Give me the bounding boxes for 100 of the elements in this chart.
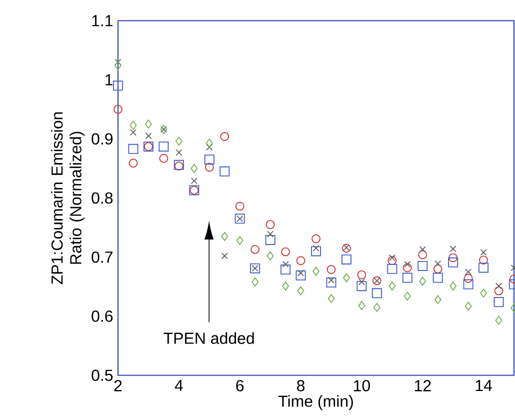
x-tick-label: 2 bbox=[114, 380, 122, 392]
point bbox=[356, 281, 367, 292]
point bbox=[190, 164, 198, 173]
point bbox=[341, 254, 352, 264]
point bbox=[372, 288, 382, 298]
point bbox=[204, 162, 214, 172]
point bbox=[434, 260, 442, 267]
point bbox=[448, 253, 458, 262]
point bbox=[465, 268, 472, 276]
point bbox=[297, 286, 304, 296]
point bbox=[388, 282, 396, 291]
point bbox=[220, 132, 230, 141]
x-tick-label: 10 bbox=[354, 380, 370, 392]
point bbox=[402, 263, 412, 272]
point bbox=[312, 266, 320, 276]
point bbox=[206, 138, 213, 148]
point bbox=[463, 279, 474, 290]
point bbox=[388, 256, 397, 266]
point bbox=[282, 260, 289, 268]
point bbox=[432, 272, 443, 283]
point bbox=[495, 282, 502, 290]
point bbox=[434, 295, 442, 304]
point bbox=[326, 265, 336, 274]
point bbox=[464, 302, 472, 311]
point bbox=[296, 270, 306, 280]
point bbox=[114, 104, 122, 114]
point bbox=[175, 136, 182, 146]
point bbox=[265, 234, 276, 245]
point bbox=[448, 257, 458, 268]
point bbox=[113, 80, 124, 91]
point bbox=[297, 270, 304, 276]
point bbox=[266, 251, 274, 260]
point bbox=[312, 244, 320, 252]
point bbox=[221, 232, 228, 241]
point bbox=[418, 250, 428, 260]
point bbox=[494, 286, 504, 296]
point bbox=[282, 282, 290, 291]
x-tick-label: 4 bbox=[174, 380, 183, 392]
x-tick-label: 12 bbox=[414, 380, 431, 392]
point bbox=[128, 144, 138, 154]
point bbox=[159, 154, 168, 163]
point bbox=[190, 178, 198, 184]
point bbox=[402, 272, 412, 283]
point bbox=[480, 249, 487, 256]
point bbox=[404, 260, 411, 268]
point bbox=[176, 149, 182, 156]
point bbox=[433, 264, 442, 274]
point bbox=[328, 276, 335, 284]
point bbox=[158, 142, 169, 152]
y-tick-label: 1.1 bbox=[92, 15, 113, 26]
point bbox=[357, 270, 366, 280]
point bbox=[478, 262, 489, 273]
point bbox=[267, 230, 274, 238]
point bbox=[464, 274, 473, 283]
point bbox=[419, 276, 426, 286]
point bbox=[145, 132, 152, 140]
point bbox=[328, 294, 335, 303]
y-tick-label: 0.9 bbox=[92, 133, 113, 145]
y-tick-label: 0.6 bbox=[92, 310, 113, 322]
y-tick-label: 0.5 bbox=[92, 370, 113, 381]
point bbox=[235, 202, 244, 211]
point bbox=[130, 129, 137, 136]
point bbox=[236, 236, 244, 246]
point bbox=[266, 220, 275, 230]
point bbox=[280, 264, 291, 275]
point bbox=[450, 246, 456, 252]
point bbox=[480, 288, 487, 298]
y-axis-title: ZP1:Coumarin Emission Ratio (Normalized) bbox=[51, 112, 85, 284]
point bbox=[310, 246, 321, 256]
point bbox=[479, 256, 488, 265]
point bbox=[495, 316, 502, 325]
point bbox=[450, 282, 457, 291]
point bbox=[281, 247, 290, 256]
point bbox=[128, 158, 138, 168]
point bbox=[326, 278, 336, 288]
point bbox=[144, 120, 152, 129]
point bbox=[342, 273, 350, 282]
x-tick-label: 8 bbox=[297, 380, 305, 392]
y-tick-label: 0.7 bbox=[92, 251, 112, 263]
point bbox=[312, 234, 320, 244]
x-tick-label: 6 bbox=[236, 380, 244, 392]
point bbox=[388, 254, 396, 261]
point bbox=[404, 292, 411, 301]
point bbox=[250, 244, 260, 254]
point bbox=[418, 260, 428, 271]
point bbox=[419, 246, 426, 253]
x-tick-label: 14 bbox=[476, 380, 492, 392]
point bbox=[220, 166, 230, 176]
point bbox=[252, 277, 259, 286]
point bbox=[296, 256, 306, 266]
y-tick-label: 1 bbox=[106, 74, 113, 86]
point bbox=[114, 58, 122, 66]
point bbox=[130, 120, 137, 130]
point bbox=[358, 301, 366, 310]
point bbox=[206, 144, 213, 150]
point bbox=[204, 154, 214, 165]
point bbox=[358, 278, 365, 286]
point bbox=[114, 61, 122, 70]
point bbox=[373, 302, 380, 312]
annotation: TPEN added bbox=[164, 332, 254, 344]
